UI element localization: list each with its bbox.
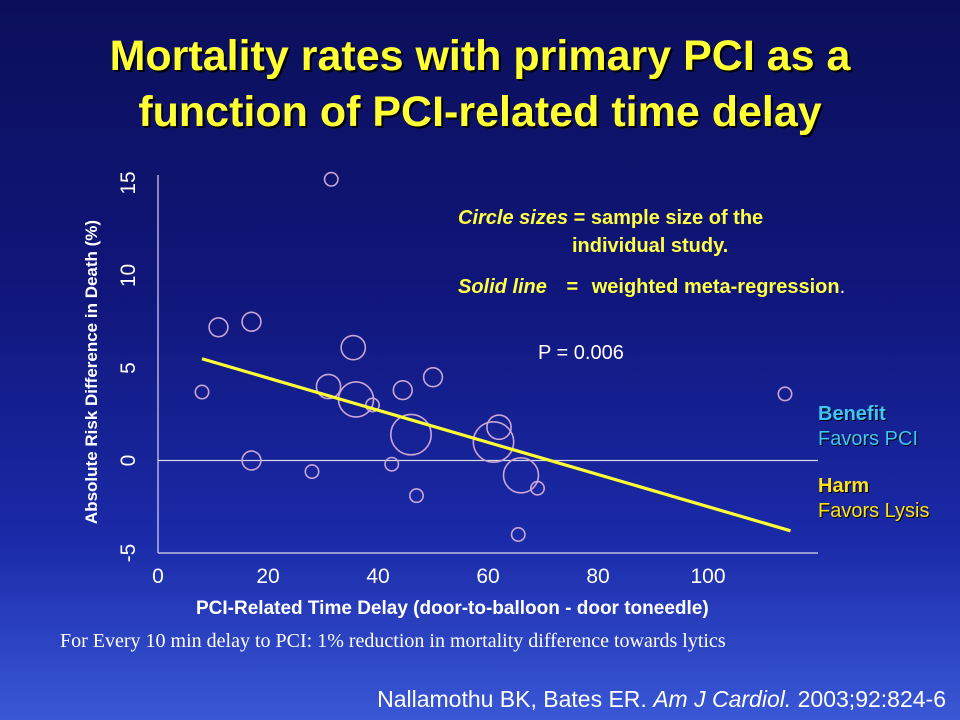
y-tick-label: 5 [117, 362, 140, 374]
data-point [323, 171, 339, 187]
legend-line-text: weighted meta-regression [591, 276, 840, 298]
study-points [194, 171, 793, 542]
data-point [241, 450, 262, 471]
citation-authors: Nallamothu BK, Bates ER. [377, 686, 654, 712]
legend-circle-text1: sample size of the [590, 207, 764, 229]
legend-circle-sizes-line2: individual study. [572, 235, 728, 258]
legend-circle-label: Circle sizes [458, 207, 569, 229]
data-point [340, 334, 367, 361]
legend-line-tail: . [839, 276, 846, 298]
data-point [389, 413, 432, 456]
title-line-1: Mortality rates with primary PCI as a [109, 32, 851, 80]
harm-sub: Favors Lysis [818, 500, 930, 522]
x-tick-label: 0 [152, 565, 164, 588]
x-tick-label: 60 [476, 565, 499, 588]
harm-head: Harm [818, 475, 870, 497]
y-tick-label: 15 [117, 171, 140, 194]
data-point [304, 464, 320, 480]
x-tick-label: 100 [690, 565, 725, 588]
x-tick-label: 20 [256, 565, 279, 588]
page-title: Mortality rates with primary PCI as a fu… [0, 28, 960, 140]
x-axis-label: PCI-Related Time Delay (door-to-balloon … [196, 598, 709, 619]
data-point [502, 456, 540, 494]
y-tick-label: 0 [117, 455, 140, 467]
regression-line-group [201, 357, 791, 533]
tick-labels: 0 20 40 60 80 100 -5 0 5 10 15 [117, 171, 726, 588]
x-tick-label: 80 [586, 565, 609, 588]
legend-line-eq: = [566, 276, 579, 298]
harm-label: Harm Favors Lysis [818, 474, 930, 524]
y-tick-label: -5 [117, 544, 140, 563]
legend-circle-eq: = [573, 207, 586, 229]
p-value: P = 0.006 [538, 342, 624, 364]
citation-ref: 2003;92:824-6 [791, 686, 946, 712]
legend-line-label: Solid line [458, 276, 547, 298]
benefit-sub: Favors PCI [818, 428, 919, 450]
data-point [392, 380, 413, 401]
chart-axes [157, 175, 818, 554]
benefit-head: Benefit [818, 403, 886, 425]
y-tick-label: 10 [117, 264, 140, 287]
data-point [510, 526, 526, 542]
data-point [315, 373, 342, 400]
legend-circle-text2: individual study. [572, 235, 729, 257]
data-point [486, 414, 512, 441]
citation-journal: Am J Cardiol. [653, 686, 792, 712]
benefit-label: Benefit Favors PCI [818, 402, 918, 452]
data-point [422, 367, 444, 388]
footnote: For Every 10 min delay to PCI: 1% reduct… [60, 630, 726, 652]
legend-circle-sizes: Circle sizes = sample size of the [458, 207, 763, 230]
y-axis-label: Absolute Risk Difference in Death (%) [82, 220, 101, 524]
data-point [241, 311, 262, 332]
data-point [529, 480, 545, 496]
data-point [384, 456, 400, 472]
citation: Nallamothu BK, Bates ER. Am J Cardiol. 2… [377, 686, 946, 713]
title-line-2: function of PCI-related time delay [138, 88, 822, 136]
data-point [777, 386, 793, 402]
legend-solid-line: Solid line = weighted meta-regression. [458, 276, 845, 299]
data-point [194, 384, 210, 400]
data-point [408, 488, 424, 504]
regression-line [201, 357, 791, 533]
data-point [208, 317, 229, 338]
x-tick-label: 40 [366, 565, 389, 588]
data-point [472, 420, 515, 463]
